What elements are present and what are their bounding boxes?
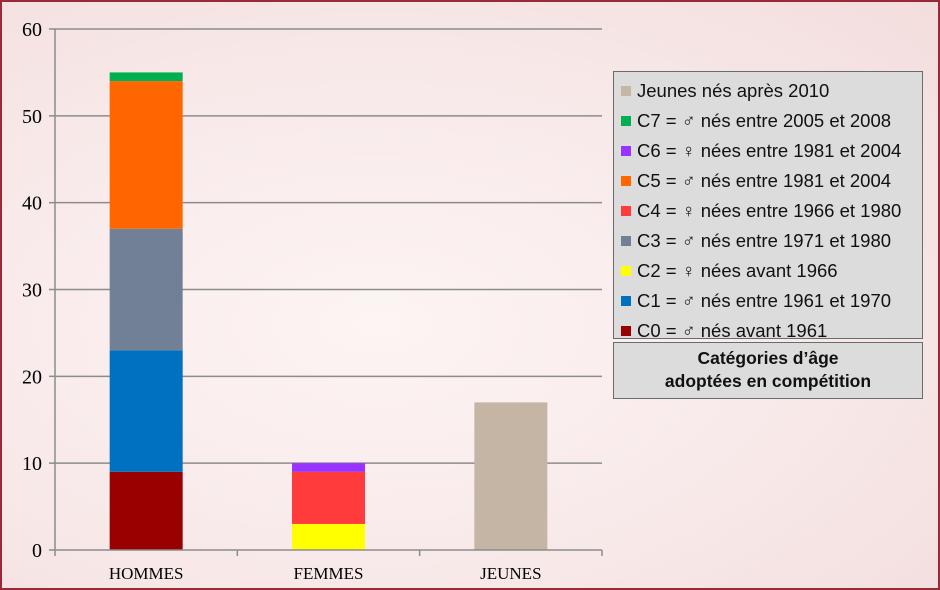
bar-segment — [109, 350, 183, 472]
bar-segment — [292, 523, 365, 550]
legend-item: C3 = ♂ nés entre 1971 et 1980 — [621, 226, 922, 256]
legend-item: C4 = ♀ nées entre 1966 et 1980 — [621, 196, 922, 226]
legend-swatch — [621, 176, 631, 186]
legend-caption: Catégories d’âge adoptées en compétition — [613, 342, 923, 399]
y-tick-label: 20 — [22, 366, 42, 388]
legend-label: C3 = ♂ nés entre 1971 et 1980 — [637, 230, 892, 251]
legend-item: C1 = ♂ nés entre 1961 et 1970 — [621, 286, 922, 316]
legend-label: C7 = ♂ nés entre 2005 et 2008 — [637, 110, 892, 131]
legend-item: C6 = ♀ nées entre 1981 et 2004 — [621, 136, 922, 166]
y-axis-tick-labels: 0 10 20 30 40 50 60 — [22, 19, 42, 562]
y-tick-label: 50 — [22, 106, 42, 128]
legend-swatch — [621, 146, 631, 156]
legend-item: C7 = ♂ nés entre 2005 et 2008 — [621, 106, 922, 136]
legend-swatch — [621, 86, 631, 96]
legend-label: C0 = ♂ nés avant 1961 — [637, 320, 828, 341]
y-tick-label: 40 — [22, 193, 42, 215]
legend-label: Jeunes nés après 2010 — [637, 80, 830, 101]
bar-segment — [109, 81, 183, 229]
legend-label: C6 = ♀ nées entre 1981 et 2004 — [637, 140, 902, 161]
legend: Jeunes nés après 2010 C7 = ♂ nés entre 20… — [613, 71, 923, 341]
legend-label: C4 = ♀ nées entre 1966 et 1980 — [637, 200, 902, 221]
legend-swatch — [621, 296, 631, 306]
bars — [109, 72, 548, 550]
y-tick-label: 0 — [32, 540, 42, 562]
x-tick-label: JEUNES — [480, 564, 541, 583]
legend-item: C0 = ♂ nés avant 1961 — [621, 316, 922, 346]
legend-item: C2 = ♀ nées avant 1966 — [621, 256, 922, 286]
legend-label: C1 = ♂ nés entre 1961 et 1970 — [637, 290, 892, 311]
legend-item: C5 = ♂ nés entre 1981 et 2004 — [621, 166, 922, 196]
y-tick-label: 10 — [22, 453, 42, 475]
legend-label: C2 = ♀ nées avant 1966 — [637, 260, 838, 281]
legend-swatch — [621, 326, 631, 336]
legend-swatch — [621, 266, 631, 276]
bar-segment — [109, 72, 183, 82]
caption-line-1: Catégories d’âge — [697, 348, 839, 368]
x-tick-label: FEMMES — [294, 564, 364, 583]
axes — [54, 29, 603, 556]
bar-segment — [109, 471, 183, 550]
bar-segment — [109, 228, 183, 351]
legend-swatch — [621, 116, 631, 126]
caption-line-2: adoptées en compétition — [664, 371, 872, 391]
x-tick-label: HOMMES — [109, 564, 184, 583]
y-tick-label: 60 — [22, 19, 42, 41]
legend-swatch — [621, 206, 631, 216]
bar-segment — [292, 471, 365, 524]
legend-item: Jeunes nés après 2010 — [621, 76, 922, 106]
bar-segment — [292, 463, 365, 472]
legend-label: C5 = ♂ nés entre 1981 et 2004 — [637, 170, 892, 191]
legend-swatch — [621, 236, 631, 246]
bar-segment — [474, 402, 548, 550]
y-tick-label: 30 — [22, 280, 42, 302]
x-axis-tick-labels: HOMMES FEMMES JEUNES — [109, 564, 542, 583]
